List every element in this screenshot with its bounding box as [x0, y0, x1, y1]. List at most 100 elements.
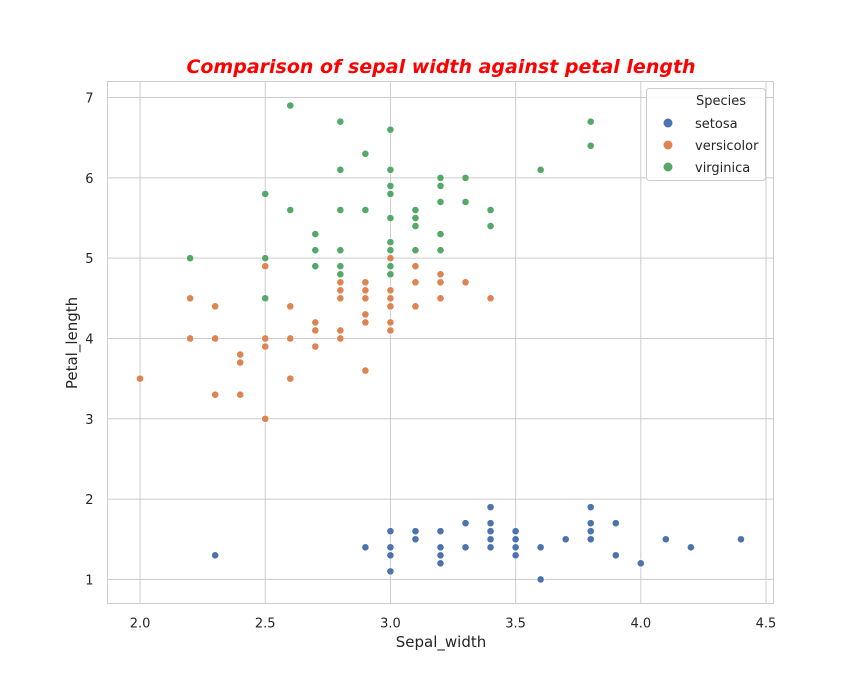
data-point-virginica: [486, 222, 495, 230]
data-point-setosa: [411, 527, 420, 536]
data-point-setosa: [511, 551, 520, 560]
data-point-versicolor: [311, 342, 320, 351]
data-point-virginica: [386, 270, 395, 279]
data-point-virginica: [386, 262, 395, 271]
data-point-versicolor: [336, 334, 345, 343]
data-point-virginica: [361, 149, 370, 158]
data-point-setosa: [436, 527, 445, 536]
data-point-virginica: [386, 214, 395, 222]
data-point-setosa: [361, 543, 370, 552]
data-point-versicolor: [336, 278, 345, 287]
legend-marker-virginica: [663, 162, 673, 172]
data-point-virginica: [336, 117, 345, 126]
chart-title: Comparison of sepal width against petal …: [186, 56, 695, 78]
data-point-setosa: [686, 543, 695, 552]
data-point-setosa: [536, 543, 545, 552]
data-point-setosa: [461, 519, 470, 528]
legend-label-versicolor: versicolor: [695, 139, 759, 154]
series-virginica: [186, 101, 595, 303]
data-point-virginica: [386, 165, 395, 174]
y-tick-label: 6: [85, 172, 93, 187]
data-point-setosa: [561, 535, 570, 544]
data-point-setosa: [411, 535, 420, 544]
x-tick-label: 2.5: [255, 617, 276, 632]
data-point-virginica: [261, 294, 270, 303]
data-point-virginica: [436, 173, 445, 182]
data-point-versicolor: [311, 326, 320, 335]
data-point-setosa: [486, 503, 495, 512]
data-point-versicolor: [436, 278, 445, 287]
data-point-setosa: [461, 543, 470, 552]
data-point-versicolor: [236, 390, 245, 399]
data-point-versicolor: [261, 342, 270, 351]
data-point-setosa: [436, 543, 445, 552]
data-point-versicolor: [361, 310, 370, 319]
data-point-virginica: [336, 270, 345, 279]
data-point-virginica: [386, 190, 395, 198]
data-points: [136, 101, 745, 584]
data-point-versicolor: [436, 294, 445, 303]
data-point-versicolor: [361, 294, 370, 303]
data-point-setosa: [436, 551, 445, 560]
data-point-versicolor: [211, 302, 220, 311]
data-point-setosa: [737, 535, 745, 544]
data-point-setosa: [511, 543, 520, 552]
data-point-virginica: [386, 246, 395, 255]
data-point-versicolor: [261, 262, 270, 271]
data-point-versicolor: [436, 270, 445, 279]
data-point-setosa: [386, 551, 395, 560]
data-point-setosa: [486, 519, 495, 528]
data-point-virginica: [436, 246, 445, 255]
data-point-virginica: [461, 173, 470, 182]
data-point-versicolor: [236, 350, 245, 359]
data-point-virginica: [361, 206, 370, 214]
data-point-versicolor: [361, 318, 370, 327]
data-point-virginica: [311, 262, 320, 271]
data-point-versicolor: [136, 374, 144, 383]
data-point-versicolor: [261, 334, 270, 343]
x-tick-label: 4.5: [756, 617, 777, 632]
data-point-setosa: [586, 503, 595, 512]
legend-label-setosa: setosa: [695, 117, 738, 132]
data-point-setosa: [511, 535, 520, 544]
data-point-setosa: [486, 535, 495, 544]
data-point-versicolor: [186, 334, 195, 343]
data-point-versicolor: [386, 302, 395, 311]
x-tick-label: 3.0: [380, 617, 401, 632]
data-point-versicolor: [386, 318, 395, 327]
data-point-setosa: [386, 527, 395, 536]
data-point-setosa: [586, 527, 595, 536]
data-point-versicolor: [261, 414, 270, 423]
data-point-virginica: [386, 125, 395, 134]
data-point-versicolor: [386, 254, 395, 263]
data-point-virginica: [336, 165, 345, 174]
legend-title: Species: [696, 94, 746, 109]
data-point-virginica: [536, 165, 545, 174]
data-point-virginica: [286, 101, 295, 110]
data-point-setosa: [611, 551, 620, 560]
data-point-versicolor: [211, 334, 220, 343]
data-point-virginica: [261, 254, 270, 263]
legend: Species setosa versicolor virginica: [646, 88, 766, 181]
data-point-versicolor: [236, 358, 245, 367]
data-point-virginica: [411, 246, 420, 255]
legend-label-virginica: virginica: [695, 161, 750, 176]
data-point-virginica: [586, 141, 595, 150]
data-point-versicolor: [386, 326, 395, 335]
data-point-versicolor: [336, 286, 345, 295]
y-tick-label: 1: [85, 573, 93, 588]
x-axis-ticks: 2.0 2.5 3.0 3.5 4.0 4.5: [130, 617, 777, 632]
data-point-versicolor: [461, 278, 470, 287]
data-point-versicolor: [336, 294, 345, 303]
y-axis-label: Petal_length: [63, 297, 82, 389]
data-point-virginica: [286, 206, 295, 214]
x-tick-label: 2.0: [130, 617, 151, 632]
data-point-versicolor: [286, 302, 295, 311]
data-point-virginica: [436, 198, 445, 206]
data-point-virginica: [461, 198, 470, 206]
data-point-versicolor: [361, 366, 370, 375]
x-axis-label: Sepal_width: [396, 633, 486, 652]
data-point-versicolor: [211, 390, 220, 399]
data-point-virginica: [336, 246, 345, 255]
